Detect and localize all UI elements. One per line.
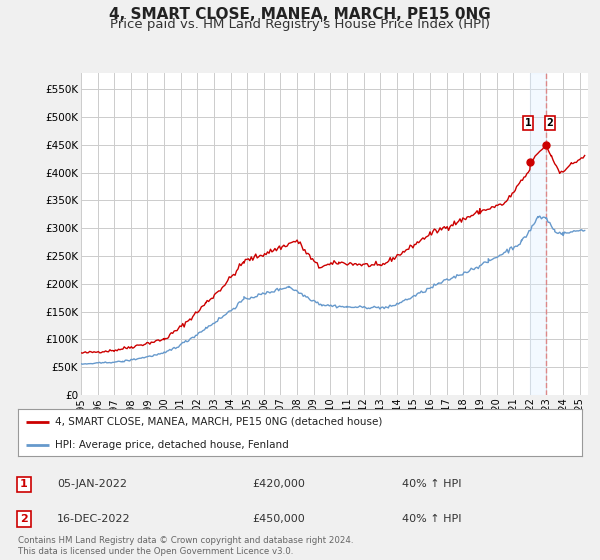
- Bar: [530, 73, 547, 395]
- Text: 1: 1: [20, 479, 28, 489]
- Text: 16-DEC-2022: 16-DEC-2022: [57, 514, 131, 524]
- Text: 1: 1: [524, 118, 532, 128]
- Text: 4, SMART CLOSE, MANEA, MARCH, PE15 0NG (detached house): 4, SMART CLOSE, MANEA, MARCH, PE15 0NG (…: [55, 417, 382, 427]
- Text: 05-JAN-2022: 05-JAN-2022: [57, 479, 127, 489]
- Text: £450,000: £450,000: [252, 514, 305, 524]
- Text: 2: 2: [547, 118, 553, 128]
- Text: 40% ↑ HPI: 40% ↑ HPI: [402, 479, 461, 489]
- Text: Price paid vs. HM Land Registry's House Price Index (HPI): Price paid vs. HM Land Registry's House …: [110, 18, 490, 31]
- Text: Contains HM Land Registry data © Crown copyright and database right 2024.
This d: Contains HM Land Registry data © Crown c…: [18, 536, 353, 556]
- Text: £420,000: £420,000: [252, 479, 305, 489]
- Text: 40% ↑ HPI: 40% ↑ HPI: [402, 514, 461, 524]
- Text: 2: 2: [20, 514, 28, 524]
- Text: 4, SMART CLOSE, MANEA, MARCH, PE15 0NG: 4, SMART CLOSE, MANEA, MARCH, PE15 0NG: [109, 7, 491, 22]
- Text: HPI: Average price, detached house, Fenland: HPI: Average price, detached house, Fenl…: [55, 441, 289, 450]
